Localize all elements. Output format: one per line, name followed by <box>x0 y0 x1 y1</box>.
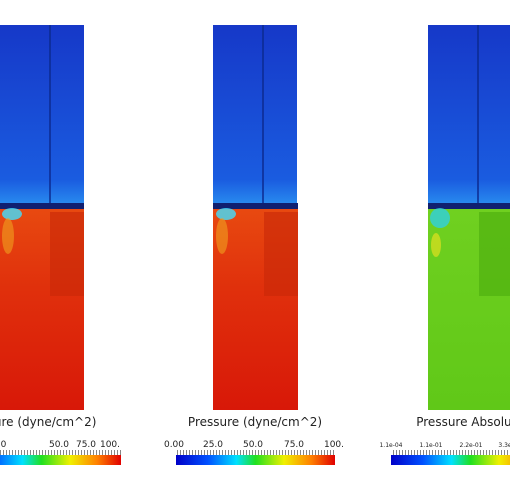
colorbar-tick-label: 2.2e-01 <box>459 442 482 449</box>
colorbar-tick-label: .0 <box>0 440 7 450</box>
colorbar-tick-label: 100. <box>100 440 120 450</box>
colorbar-tick-label: 50.0 <box>49 440 69 450</box>
colorbar-title: sure (dyne/cm^2) <box>0 415 96 429</box>
colorbar-tick-label: 75.0 <box>284 440 304 450</box>
field-1 <box>0 25 84 410</box>
colorbar-title: Pressure (dyne/cm^2) <box>188 415 322 429</box>
colorbar-tick-label: 100. <box>324 440 344 450</box>
colorbar-tick-label: 50.0 <box>243 440 263 450</box>
colorbar-tick-label: 0.00 <box>164 440 184 450</box>
colorbar-tick-label: 75.0 <box>76 440 96 450</box>
colorbar-tick-label: 25.0 <box>203 440 223 450</box>
colorbar-tick-label: 1.1e-01 <box>419 442 442 449</box>
field-2 <box>213 25 298 410</box>
colorbar-tick-label: 3.3e <box>498 442 510 449</box>
colorbar-title: Pressure Absolute <box>416 415 510 429</box>
field-3 <box>428 25 510 410</box>
colorbar-tick-label: 1.1e-04 <box>379 442 402 449</box>
colorbars <box>0 450 510 465</box>
